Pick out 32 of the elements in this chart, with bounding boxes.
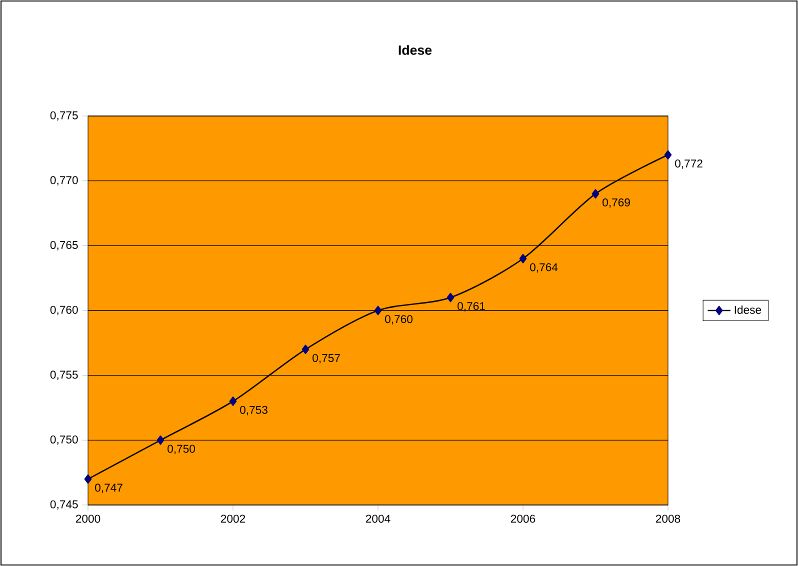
point bbox=[374, 306, 382, 316]
chart-title: Idese bbox=[398, 45, 432, 55]
data-label: 0,753 bbox=[240, 406, 268, 416]
data-label: 0,764 bbox=[530, 263, 558, 273]
x-tick-label: 2004 bbox=[366, 514, 390, 523]
data-label: 0,761 bbox=[458, 302, 485, 312]
x-tick-label: 2006 bbox=[510, 514, 536, 523]
y-tick-label: 0,755 bbox=[50, 370, 78, 380]
x-tick-label: 2000 bbox=[76, 514, 100, 523]
data-label: 0,757 bbox=[312, 354, 340, 364]
point bbox=[302, 344, 310, 354]
y-tick-label: 0,775 bbox=[50, 111, 78, 121]
data-label: 0,772 bbox=[675, 160, 702, 169]
data-label: 0,760 bbox=[385, 315, 413, 324]
y-tick-label: 0,750 bbox=[50, 435, 78, 445]
y-tick-label: 0,765 bbox=[50, 240, 78, 250]
point bbox=[229, 396, 237, 406]
point bbox=[664, 150, 672, 160]
data-label: 0,769 bbox=[602, 198, 630, 208]
point bbox=[519, 254, 527, 264]
data-label: 0,750 bbox=[168, 444, 196, 454]
y-tick-label: 0,745 bbox=[50, 500, 78, 510]
point bbox=[592, 189, 600, 198]
y-tick-label: 0,760 bbox=[50, 306, 78, 316]
x-tick-label: 2002 bbox=[220, 514, 246, 523]
point bbox=[156, 435, 164, 445]
y-tick-label: 0,770 bbox=[50, 176, 78, 186]
point bbox=[446, 292, 454, 302]
data-label: 0,747 bbox=[95, 484, 122, 494]
x-tick-label: 2008 bbox=[656, 514, 680, 523]
point bbox=[84, 474, 92, 484]
legend-label: Idese bbox=[734, 306, 762, 314]
